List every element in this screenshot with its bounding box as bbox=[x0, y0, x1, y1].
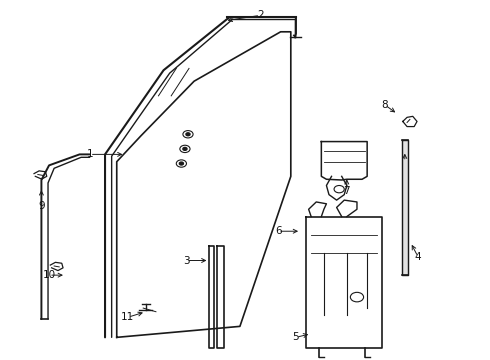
Circle shape bbox=[183, 148, 187, 150]
Circle shape bbox=[186, 133, 190, 136]
Text: 1: 1 bbox=[86, 149, 93, 159]
Text: 2: 2 bbox=[257, 10, 264, 20]
Text: 5: 5 bbox=[293, 332, 299, 342]
Text: 7: 7 bbox=[343, 186, 350, 196]
Text: 4: 4 bbox=[415, 252, 421, 262]
Text: 11: 11 bbox=[122, 312, 135, 322]
Text: 9: 9 bbox=[38, 201, 45, 211]
Text: 3: 3 bbox=[183, 256, 190, 266]
Text: 10: 10 bbox=[43, 270, 55, 280]
Text: 6: 6 bbox=[275, 226, 281, 236]
Circle shape bbox=[179, 162, 183, 165]
Text: 8: 8 bbox=[382, 100, 388, 110]
